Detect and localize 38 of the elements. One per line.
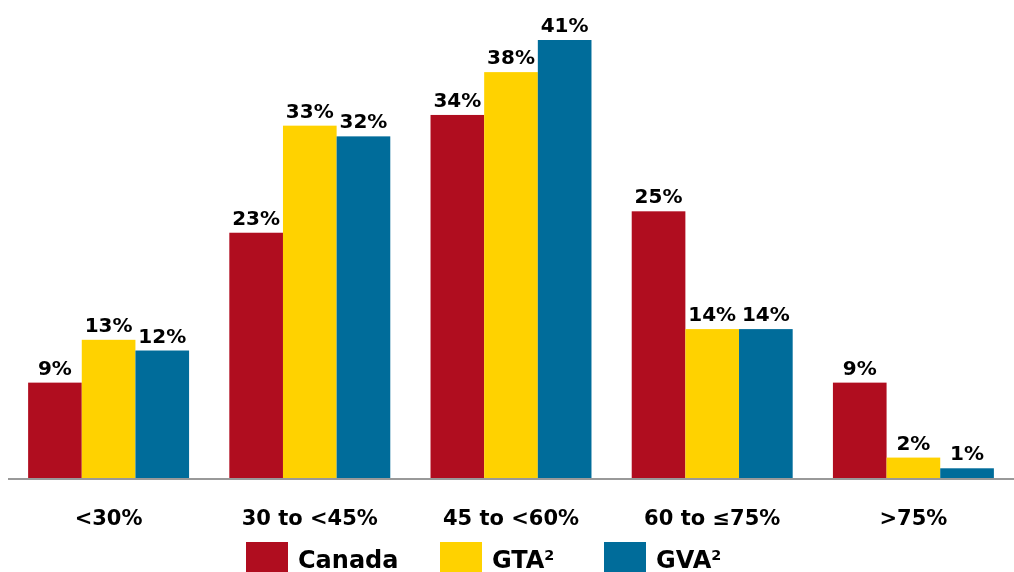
bar: [940, 468, 994, 479]
bar: [135, 350, 190, 479]
bar: [832, 382, 887, 479]
data-label: 14%: [688, 302, 737, 327]
bar: [430, 114, 485, 479]
data-label: 13%: [84, 312, 133, 337]
x-tick-label: 60 to ≤75%: [644, 506, 781, 530]
data-label: 9%: [37, 355, 72, 380]
data-label: 34%: [433, 87, 482, 112]
x-tick-label: <30%: [74, 506, 143, 530]
bar: [537, 40, 592, 479]
bar: [81, 339, 136, 479]
data-label: 25%: [634, 184, 683, 209]
bar: [336, 136, 391, 479]
data-label: 41%: [540, 13, 589, 37]
bar: [685, 329, 740, 479]
bar: [28, 382, 82, 479]
x-tick-label: 45 to <60%: [442, 506, 580, 530]
data-label: 14%: [741, 302, 790, 327]
bar: [886, 457, 941, 479]
data-label: 38%: [487, 45, 535, 70]
data-label: 32%: [339, 109, 388, 134]
data-label: 2%: [896, 430, 931, 455]
data-label: 12%: [138, 323, 187, 348]
bar: [631, 211, 686, 479]
x-tick-label: 30 to <45%: [241, 506, 378, 530]
legend-label: Canada: [298, 546, 399, 572]
data-label: 1%: [950, 441, 985, 466]
data-label: 9%: [842, 355, 877, 380]
bar: [229, 232, 283, 479]
data-label: 23%: [232, 205, 281, 230]
data-label: 33%: [285, 98, 334, 123]
legend-label: GVA$^{2}$: [656, 546, 722, 572]
bar: [484, 72, 538, 479]
bar: [282, 125, 337, 479]
legend-label: GTA$^{2}$: [492, 546, 555, 572]
bar: [739, 329, 793, 479]
x-tick-label: >75%: [879, 506, 948, 530]
